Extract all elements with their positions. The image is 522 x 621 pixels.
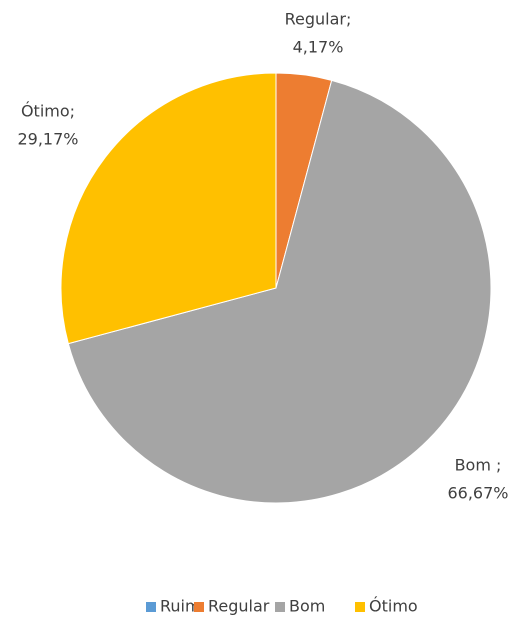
data-label: 29,17% [17,130,78,149]
legend-swatch [275,602,285,612]
legend-swatch [355,602,365,612]
legend-label: Ótimo [369,597,418,616]
legend-label: Ruim [160,597,201,616]
data-label-name: Regular; [285,10,352,29]
data-label-name: Bom ; [455,456,502,475]
data-label: 4,17% [293,38,344,57]
legend-swatch [194,602,204,612]
data-label-name: Ótimo; [21,102,75,121]
legend-label: Bom [289,597,325,616]
pie-slice [67,79,492,504]
pie-slice [60,72,277,345]
legend-swatch [146,602,156,612]
legend-label: Regular [208,597,270,616]
data-label: 66,67% [447,484,508,503]
